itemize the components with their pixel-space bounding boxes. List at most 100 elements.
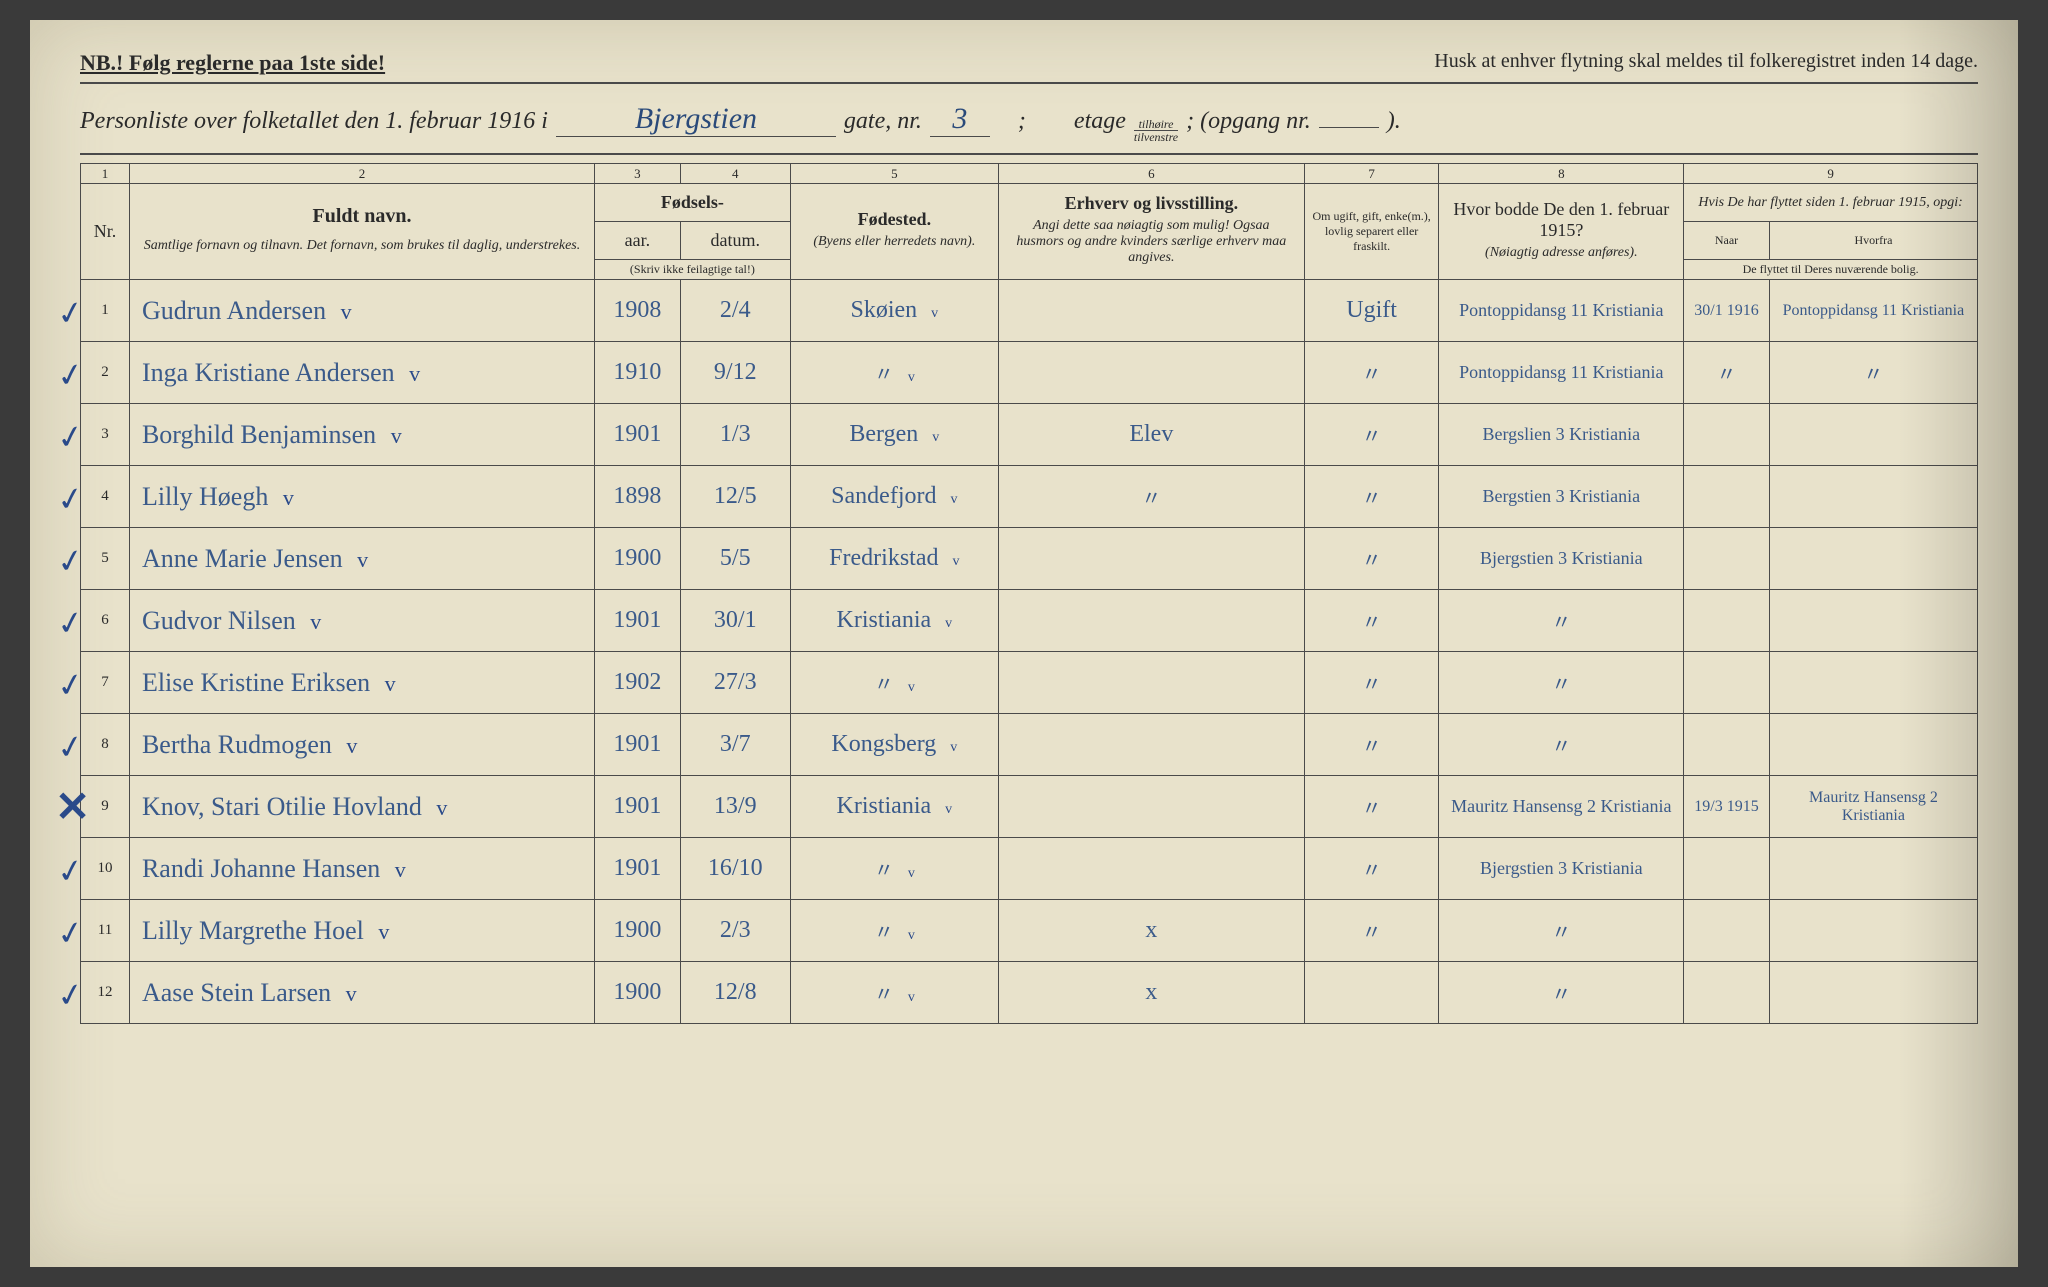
year-cell: 1908 xyxy=(595,280,681,342)
marital-cell: 〃 xyxy=(1304,652,1439,714)
prev-address-cell: Pontoppidansg 11 Kristiania xyxy=(1439,280,1684,342)
birthplace-cell: 〃 v xyxy=(790,838,998,900)
birthplace-cell: Kristiania v xyxy=(790,776,998,838)
prev-address-cell: Bergslien 3 Kristiania xyxy=(1439,404,1684,466)
occupation-cell xyxy=(998,838,1304,900)
name-cell: Randi Johanne Hansen v xyxy=(129,838,594,900)
table-row: ✓5Anne Marie Jensen v19005/5Fredrikstad … xyxy=(81,528,1978,590)
year-cell: 1910 xyxy=(595,342,681,404)
moved-when-cell xyxy=(1684,714,1770,776)
prev-address-cell: Bergstien 3 Kristiania xyxy=(1439,466,1684,528)
row-number: ✓2 xyxy=(81,342,130,404)
moved-from-cell xyxy=(1769,838,1977,900)
name-cell: Gudrun Andersen v xyxy=(129,280,594,342)
date-cell: 2/4 xyxy=(680,280,790,342)
table-row: ✓2Inga Kristiane Andersen v19109/12〃 v〃P… xyxy=(81,342,1978,404)
table-row: ✓4Lilly Høegh v189812/5Sandefjord v〃〃Ber… xyxy=(81,466,1978,528)
date-cell: 3/7 xyxy=(680,714,790,776)
prev-address-cell: Bjergstien 3 Kristiania xyxy=(1439,838,1684,900)
hdr-year-note: (Skriv ikke feilagtige tal!) xyxy=(595,260,791,280)
date-cell: 13/9 xyxy=(680,776,790,838)
prev-address-cell: 〃 xyxy=(1439,962,1684,1024)
margin-mark: ✓ xyxy=(54,664,87,706)
year-cell: 1898 xyxy=(595,466,681,528)
census-page: NB.! Følg reglerne paa 1ste side! Husk a… xyxy=(30,20,2018,1267)
hdr-prev-address: Hvor bodde De den 1. februar 1915? (Nøia… xyxy=(1439,184,1684,280)
birthplace-cell: 〃 v xyxy=(790,652,998,714)
birthplace-cell: Skøien v xyxy=(790,280,998,342)
birthplace-cell: Kristiania v xyxy=(790,590,998,652)
year-cell: 1901 xyxy=(595,776,681,838)
name-cell: Aase Stein Larsen v xyxy=(129,962,594,1024)
colnum-2: 2 xyxy=(129,164,594,184)
margin-mark: ✓ xyxy=(54,416,87,458)
date-cell: 12/5 xyxy=(680,466,790,528)
marital-cell: 〃 xyxy=(1304,528,1439,590)
marital-cell: 〃 xyxy=(1304,342,1439,404)
hdr-occupation: Erhverv og livsstilling. Angi dette saa … xyxy=(998,184,1304,280)
row-number: ✓6 xyxy=(81,590,130,652)
birthplace-cell: 〃 v xyxy=(790,962,998,1024)
date-cell: 1/3 xyxy=(680,404,790,466)
nb-notice: NB.! Følg reglerne paa 1ste side! xyxy=(80,50,385,76)
moved-when-cell xyxy=(1684,962,1770,1024)
hdr-birthplace: Fødested. (Byens eller herredets navn). xyxy=(790,184,998,280)
hdr-birth: Fødsels- xyxy=(595,184,791,222)
occupation-cell xyxy=(998,714,1304,776)
table-row: ✓3Borghild Benjaminsen v19011/3Bergen vE… xyxy=(81,404,1978,466)
occupation-cell xyxy=(998,342,1304,404)
birthplace-cell: Sandefjord v xyxy=(790,466,998,528)
subtitle-row: Personliste over folketallet den 1. febr… xyxy=(80,102,1978,155)
margin-mark: ✓ xyxy=(54,726,87,768)
header-top-row: NB.! Følg reglerne paa 1ste side! Husk a… xyxy=(80,50,1978,84)
moved-when-cell xyxy=(1684,652,1770,714)
date-cell: 27/3 xyxy=(680,652,790,714)
gate-number: 3 xyxy=(930,102,990,137)
row-number: ✕9 xyxy=(81,776,130,838)
colnum-4: 4 xyxy=(680,164,790,184)
name-cell: Lilly Høegh v xyxy=(129,466,594,528)
table-row: ✕9Knov, Stari Otilie Hovland v190113/9Kr… xyxy=(81,776,1978,838)
date-cell: 30/1 xyxy=(680,590,790,652)
prev-address-cell: Pontoppidansg 11 Kristiania xyxy=(1439,342,1684,404)
marital-cell: Ugift xyxy=(1304,280,1439,342)
row-number: ✓3 xyxy=(81,404,130,466)
reminder-text: Husk at enhver flytning skal meldes til … xyxy=(1434,50,1978,76)
table-row: ✓10Randi Johanne Hansen v190116/10〃 v〃Bj… xyxy=(81,838,1978,900)
hdr-moved-note: De flyttet til Deres nuværende bolig. xyxy=(1684,260,1978,280)
hdr-year: aar. xyxy=(595,222,681,260)
prev-address-cell: Bjergstien 3 Kristiania xyxy=(1439,528,1684,590)
year-cell: 1901 xyxy=(595,714,681,776)
birthplace-cell: Fredrikstad v xyxy=(790,528,998,590)
moved-from-cell xyxy=(1769,466,1977,528)
year-cell: 1901 xyxy=(595,590,681,652)
moved-when-cell: 30/1 1916 xyxy=(1684,280,1770,342)
moved-from-cell xyxy=(1769,528,1977,590)
moved-from-cell xyxy=(1769,590,1977,652)
margin-mark: ✓ xyxy=(54,974,87,1016)
table-body: ✓1Gudrun Andersen v19082/4Skøien vUgiftP… xyxy=(81,280,1978,1024)
row-number: ✓8 xyxy=(81,714,130,776)
moved-from-cell: Mauritz Hansensg 2 Kristiania xyxy=(1769,776,1977,838)
name-cell: Lilly Margrethe Hoel v xyxy=(129,900,594,962)
hdr-nr: Nr. xyxy=(81,184,130,280)
date-cell: 5/5 xyxy=(680,528,790,590)
prev-address-cell: Mauritz Hansensg 2 Kristiania xyxy=(1439,776,1684,838)
etage-label: etage xyxy=(1074,108,1126,135)
year-cell: 1900 xyxy=(595,962,681,1024)
moved-from-cell: 〃 xyxy=(1769,342,1977,404)
birthplace-cell: 〃 v xyxy=(790,342,998,404)
colnum-3: 3 xyxy=(595,164,681,184)
table-row: ✓6Gudvor Nilsen v190130/1Kristiania v〃〃 xyxy=(81,590,1978,652)
name-cell: Bertha Rudmogen v xyxy=(129,714,594,776)
moved-when-cell xyxy=(1684,528,1770,590)
margin-mark: ✓ xyxy=(54,850,87,892)
moved-from-cell xyxy=(1769,962,1977,1024)
name-cell: Anne Marie Jensen v xyxy=(129,528,594,590)
moved-from-cell xyxy=(1769,714,1977,776)
moved-when-cell xyxy=(1684,466,1770,528)
row-number: ✓10 xyxy=(81,838,130,900)
table-row: ✓8Bertha Rudmogen v19013/7Kongsberg v〃〃 xyxy=(81,714,1978,776)
moved-when-cell xyxy=(1684,900,1770,962)
date-cell: 12/8 xyxy=(680,962,790,1024)
